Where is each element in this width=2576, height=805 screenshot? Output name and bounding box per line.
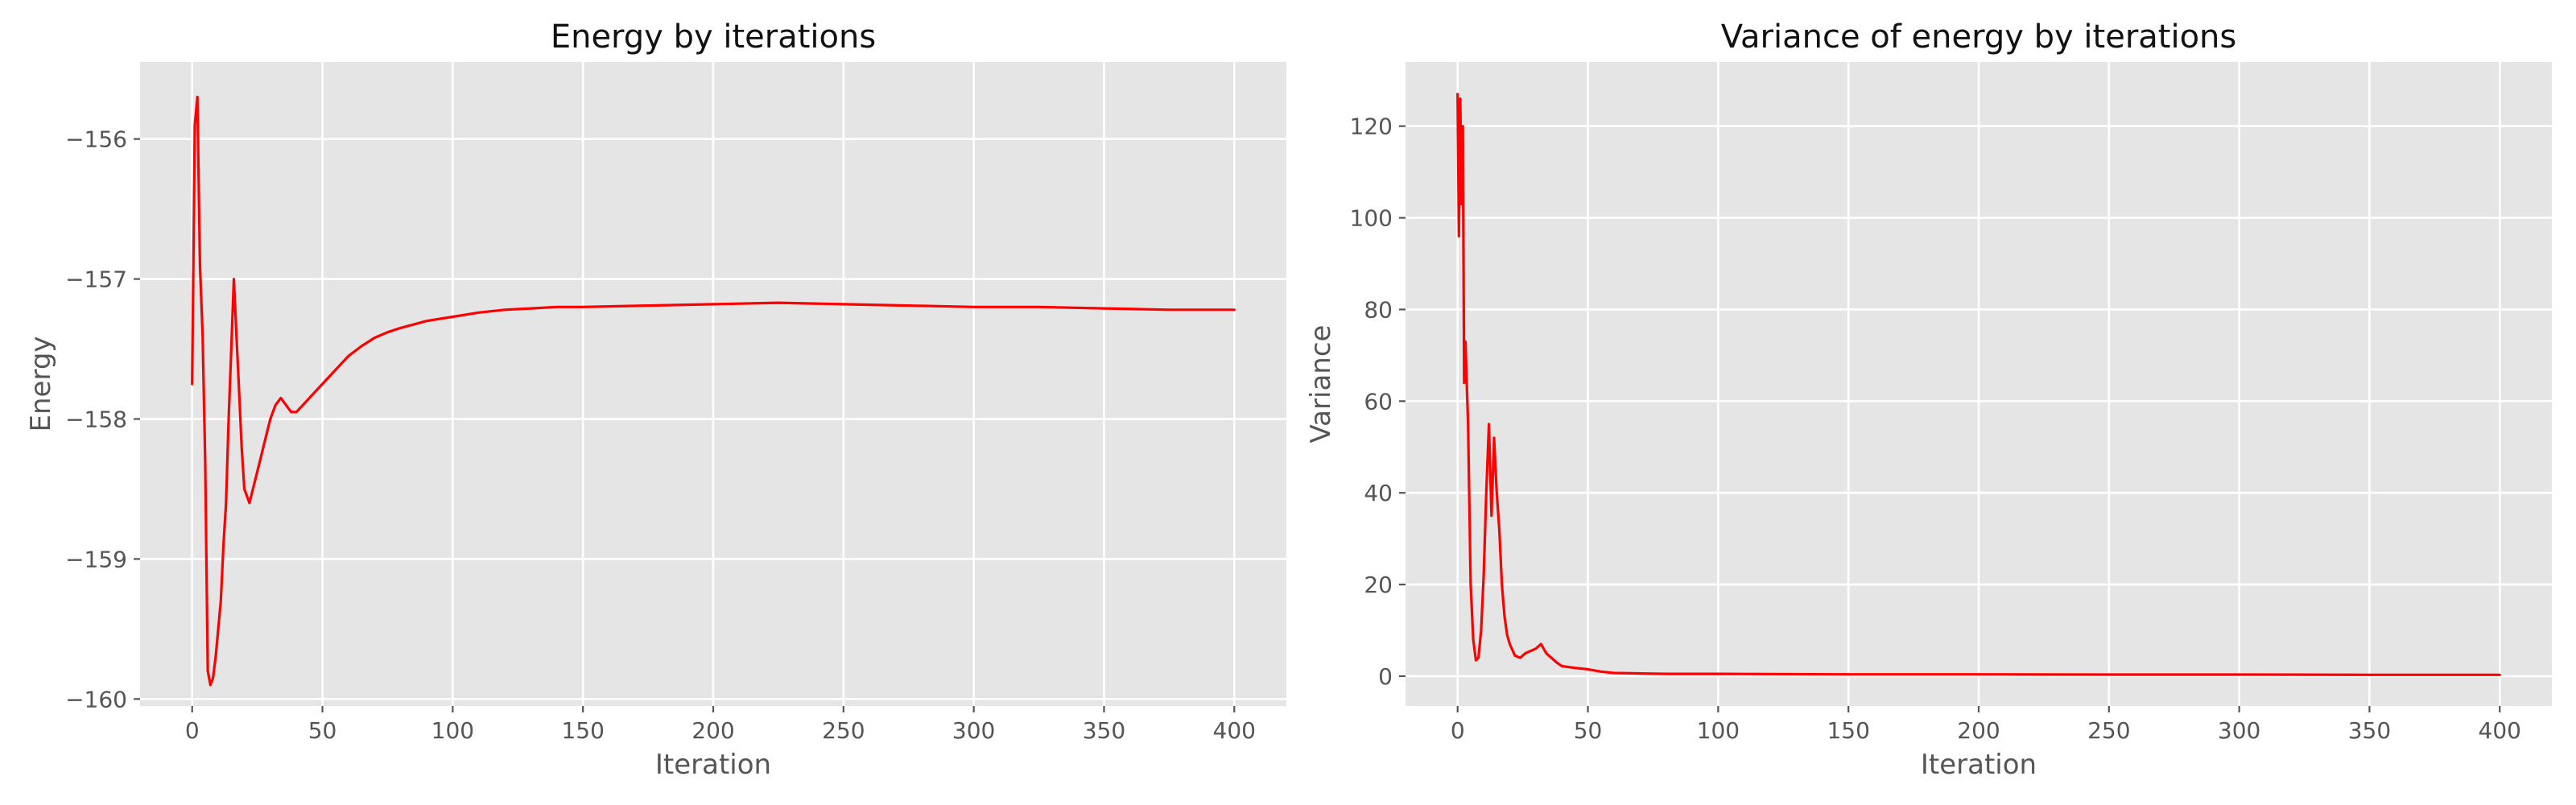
variance-x-tick-label: 0 — [1451, 717, 1465, 744]
energy-x-tick-label: 350 — [1083, 717, 1125, 744]
variance-y-tick-label: 60 — [1364, 388, 1393, 415]
energy-ticks: 0 50 100 150 200 250 300 350 400 −160 −159 −158 −157… — [65, 126, 1256, 744]
variance-x-tick-label: 50 — [1574, 717, 1603, 744]
variance-x-tick-label: 400 — [2479, 717, 2521, 744]
variance-grid — [1406, 62, 2552, 706]
energy-x-tick-label: 100 — [431, 717, 474, 744]
variance-x-tick-label: 300 — [2218, 717, 2260, 744]
energy-x-tick-label: 150 — [561, 717, 604, 744]
variance-x-axis-label: Iteration — [1921, 749, 2037, 781]
variance-y-tick-label: 20 — [1364, 572, 1393, 598]
energy-x-axis-label: Iteration — [655, 749, 771, 781]
energy-grid — [140, 62, 1286, 706]
variance-series-group — [1456, 93, 2501, 676]
energy-x-tick-label: 50 — [308, 717, 337, 744]
variance-y-tick-label: 0 — [1378, 663, 1393, 690]
variance-y-tick-label: 80 — [1364, 296, 1393, 323]
variance-y-tick-label: 120 — [1350, 114, 1393, 140]
variance-ticks: 0 50 100 150 200 250 300 350 400 0 20 40 60 80 100 120 — [1350, 114, 2521, 744]
variance-chart-title: Variance of energy by iterations — [1721, 19, 2236, 56]
variance-x-tick-label: 200 — [1957, 717, 2000, 744]
variance-y-tick-label: 100 — [1350, 205, 1393, 232]
variance-y-axis-label: Variance — [1305, 325, 1337, 444]
energy-x-tick-label: 0 — [185, 717, 200, 744]
variance-series-line — [1456, 93, 2501, 676]
energy-x-tick-label: 300 — [952, 717, 995, 744]
energy-chart: 0 50 100 150 200 250 300 350 400 −160 −159 −158 −157… — [25, 19, 1286, 781]
energy-y-axis-label: Energy — [25, 336, 57, 431]
variance-x-tick-label: 150 — [1827, 717, 1869, 744]
energy-series-line — [191, 95, 1236, 687]
energy-y-tick-label: −157 — [65, 266, 127, 293]
variance-x-tick-label: 350 — [2348, 717, 2391, 744]
energy-x-tick-label: 200 — [691, 717, 734, 744]
variance-x-tick-label: 100 — [1697, 717, 1740, 744]
variance-y-tick-label: 40 — [1364, 480, 1393, 506]
variance-x-tick-label: 250 — [2087, 717, 2130, 744]
energy-series-group — [191, 95, 1236, 687]
energy-y-tick-label: −156 — [65, 126, 127, 153]
energy-y-tick-label: −159 — [65, 546, 127, 572]
energy-y-tick-label: −160 — [65, 686, 127, 712]
energy-x-tick-label: 250 — [822, 717, 865, 744]
energy-y-tick-label: −158 — [65, 406, 127, 432]
energy-chart-title: Energy by iterations — [551, 19, 876, 56]
energy-x-tick-label: 400 — [1213, 717, 1256, 744]
variance-chart: 0 50 100 150 200 250 300 350 400020406080100120 … — [1305, 19, 2552, 781]
